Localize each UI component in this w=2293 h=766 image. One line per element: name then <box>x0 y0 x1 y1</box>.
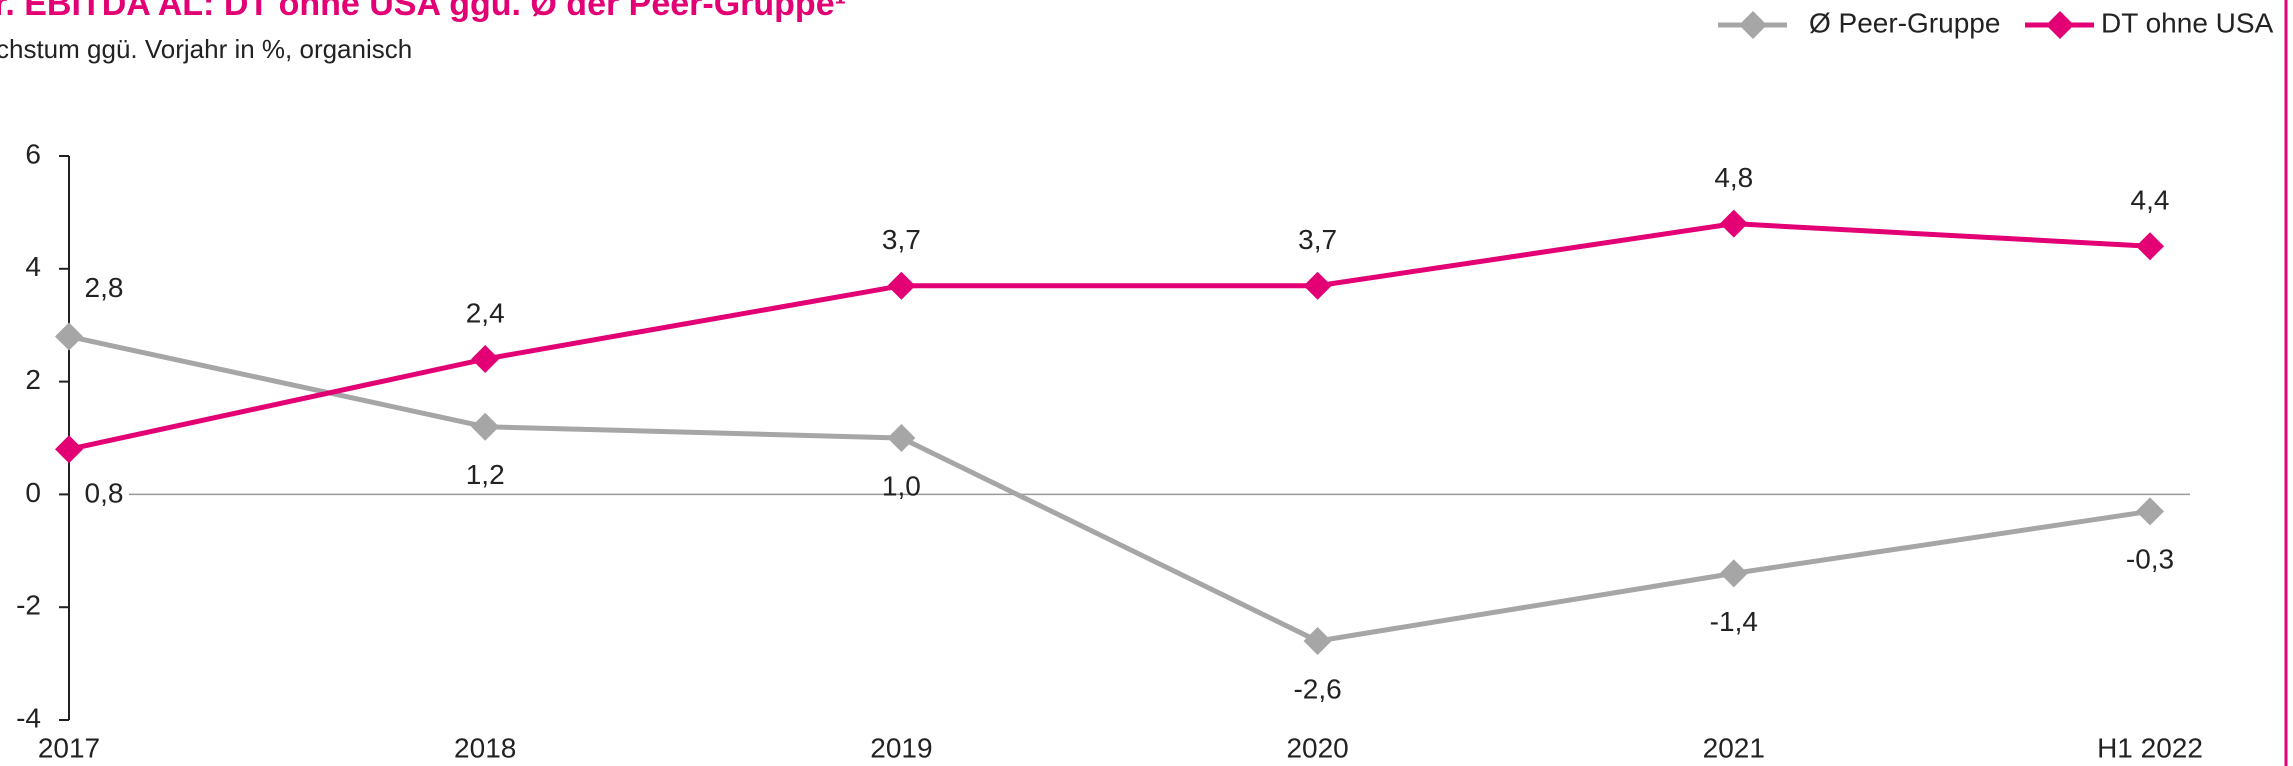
x-tick-label: 2021 <box>1703 732 1765 763</box>
chart-title: r. EBITDA AL: DT ohne USA ggü. Ø der Pee… <box>0 0 846 23</box>
data-label: 2,4 <box>466 297 505 328</box>
y-tick-label: 4 <box>25 251 41 282</box>
point-marker <box>1719 209 1748 238</box>
point-marker <box>887 424 916 452</box>
x-tick-label: 2019 <box>870 732 932 763</box>
point-marker <box>55 435 83 464</box>
data-label: 4,8 <box>1714 162 1753 193</box>
data-label: -1,4 <box>1710 606 1758 637</box>
legend-marker <box>2046 11 2074 39</box>
line-series <box>68 334 2151 644</box>
point-marker <box>2136 232 2164 261</box>
x-tick-label: H1 2022 <box>2097 732 2203 763</box>
legend-label: DT ohne USA <box>2101 7 2274 38</box>
point-marker <box>1303 627 1332 656</box>
data-label: -0,3 <box>2126 544 2174 575</box>
y-tick-label: 6 <box>25 138 41 169</box>
legend-label: Ø Peer-Gruppe <box>1809 7 2000 38</box>
point-marker <box>1303 271 1332 300</box>
data-label: 4,4 <box>2131 185 2170 216</box>
chart-subtitle: chstum ggü. Vorjahr in %, organisch <box>0 34 412 64</box>
line-series <box>68 221 2151 452</box>
y-tick-label: -4 <box>16 702 41 733</box>
data-label: -2,6 <box>1293 673 1341 704</box>
point-marker <box>55 322 83 351</box>
x-tick-label: 2018 <box>454 732 516 763</box>
point-marker <box>887 271 916 300</box>
data-label: 3,7 <box>882 224 921 255</box>
data-label: 3,7 <box>1298 224 1337 255</box>
y-tick-label: 2 <box>25 364 41 395</box>
point-marker <box>471 345 500 374</box>
y-tick-label: -2 <box>16 590 41 621</box>
legend-marker <box>1739 11 1767 39</box>
data-label: 1,0 <box>882 470 921 501</box>
point-marker <box>471 412 500 441</box>
data-label: 2,8 <box>85 272 124 303</box>
data-label: 0,8 <box>85 478 124 509</box>
x-tick-label: 2017 <box>38 732 100 763</box>
point-marker <box>1719 559 1748 588</box>
y-tick-label: 0 <box>25 477 41 508</box>
point-marker <box>2136 497 2164 526</box>
x-tick-label: 2020 <box>1286 732 1348 763</box>
data-label: 1,2 <box>466 459 505 490</box>
